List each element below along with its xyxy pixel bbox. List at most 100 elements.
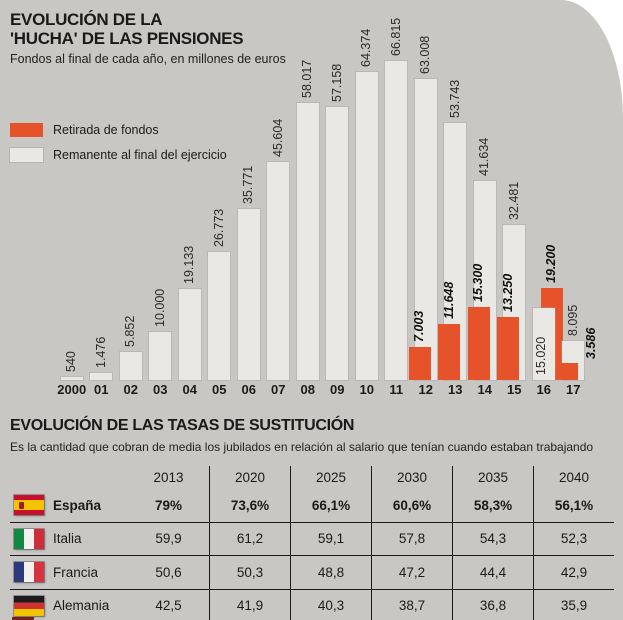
retirada-value-label-17: 3.586 [583, 327, 598, 359]
remanente-value-label-11: 66.815 [388, 17, 403, 56]
remanente-bar-12 [414, 79, 437, 380]
rate-cell: 52,3 [533, 522, 614, 555]
rate-cell: 42,5 [155, 598, 182, 614]
year-label-14: 14 [477, 382, 492, 397]
chart-subtitle: Fondos al final de cada año, en millones… [10, 52, 286, 66]
remanente-value-label-13: 53.743 [447, 79, 462, 118]
bar-group-17: 3.586 8.095 [556, 58, 598, 380]
retirada-color-swatch-icon [10, 122, 43, 137]
rate-cell: 58,3% [452, 489, 533, 522]
remanente-value-label-08: 58.017 [300, 59, 315, 98]
remanente-value-label-02: 5.852 [123, 315, 138, 347]
column-header-2040: 2040 [533, 466, 614, 489]
remanente-bar-2000 [60, 377, 83, 380]
rate-cell: 54,3 [452, 522, 533, 555]
year-label-07: 07 [271, 382, 286, 397]
chart-legend: Retirada de fondos Remanente al final de… [10, 117, 227, 167]
pension-fund-bar-chart: 540 1.476 5.852 10.000 19.133 26.773 35.771 45.… [57, 18, 598, 380]
rate-cell: 50,3 [209, 556, 290, 589]
year-label-16: 16 [536, 382, 551, 397]
bar-group-01: 1.476 [87, 58, 117, 380]
year-label-03: 03 [153, 382, 168, 397]
remanente-bar-11 [385, 61, 408, 380]
bar-group-04: 19.133 [175, 58, 205, 380]
rate-cell: 41,9 [209, 589, 290, 620]
table-row-fr: Francia 50,6 50,3 48,8 47,2 44,4 42,9 [10, 556, 614, 590]
year-label-02: 02 [123, 382, 138, 397]
rate-cell: 79% [154, 497, 183, 513]
rate-cell: 57,8 [371, 522, 452, 555]
bar-group-15: 13.250 32.481 [497, 58, 530, 380]
chart-title-line1: EVOLUCIÓN DE LA [10, 10, 163, 29]
country-name: España [53, 497, 102, 513]
retirada-value-label-13: 11.648 [441, 281, 456, 319]
rate-cell: 61,2 [209, 522, 290, 555]
column-header-2020: 2020 [209, 466, 290, 489]
bar-group-10: 64.374 [352, 29, 382, 380]
year-label-05: 05 [212, 382, 227, 397]
rate-cell: 60,6% [371, 489, 452, 522]
year-label-06: 06 [241, 382, 256, 397]
remanente-bar-05 [208, 252, 231, 380]
rate-cell: 56,1% [533, 489, 614, 522]
spain-emblem-icon [19, 502, 24, 510]
retirada-bar-12 [408, 347, 431, 380]
retirada-value-label-14: 15.300 [471, 263, 486, 302]
country-cell-fr: Francia [10, 556, 128, 589]
column-header-2030: 2030 [371, 466, 452, 489]
de-flag-icon [14, 595, 44, 616]
retirada-bar-17 [556, 363, 579, 380]
bar-group-06: 35.771 [234, 58, 264, 380]
retirada-bar-15 [497, 317, 520, 380]
legend-item-retirada: Retirada de fondos [10, 117, 227, 142]
country-cell-it: Italia [10, 523, 128, 556]
column-header-2035: 2035 [452, 466, 533, 489]
year-label-13: 13 [448, 382, 463, 397]
year-label-10: 10 [359, 382, 374, 397]
country-name: Francia [53, 564, 99, 580]
remanente-color-swatch-icon [10, 147, 43, 162]
year-label-04: 04 [182, 382, 197, 397]
country-name: Alemania [53, 598, 110, 614]
column-header-2025: 2025 [290, 466, 371, 489]
legend-label: Remanente al final del ejercicio [53, 147, 227, 162]
remanente-value-label-09: 57.158 [329, 63, 344, 102]
fr-flag-icon [14, 562, 44, 583]
remanente-bar-03 [149, 332, 172, 380]
chart-title-line2: 'HUCHA' DE LAS PENSIONES [10, 29, 244, 48]
rate-cell: 59,1 [290, 522, 371, 555]
year-label-11: 11 [389, 382, 404, 397]
legend-item-remanente: Remanente al final del ejercicio [10, 142, 227, 167]
remanente-bar-13 [444, 123, 467, 380]
remanente-value-label-16: 15.020 [534, 336, 549, 375]
rate-cell: 47,2 [371, 556, 452, 589]
remanente-bar-09 [326, 107, 349, 380]
legend-label: Retirada de fondos [53, 122, 159, 137]
year-label-08: 08 [300, 382, 315, 397]
bar-group-03: 10.000 [146, 58, 176, 380]
chart-title: EVOLUCIÓN DE LA 'HUCHA' DE LAS PENSIONES [10, 10, 244, 48]
remanente-value-label-07: 45.604 [270, 118, 285, 157]
table-row-es: España 79% 73,6% 66,1% 60,6% 58,3% 56,1% [10, 489, 614, 523]
table-title: EVOLUCIÓN DE LAS TASAS DE SUSTITUCIÓN [10, 417, 355, 434]
rate-cell: 42,9 [533, 556, 614, 589]
bar-group-02: 5.852 [116, 58, 146, 380]
bar-group-09: 57.158 [323, 58, 353, 380]
it-flag-icon [14, 528, 44, 549]
table-row-de: Alemania 42,5 41,9 40,3 38,7 36,8 35,9 [10, 589, 614, 620]
rate-cell: 48,8 [290, 556, 371, 589]
bar-group-05: 26.773 [205, 58, 235, 380]
year-label-17: 17 [566, 382, 581, 397]
country-cell-es: España [10, 489, 128, 522]
remanente-bar-16 [532, 308, 555, 380]
remanente-bar-10 [355, 72, 378, 380]
table-header-row: 2013 2020 2025 2030 2035 2040 [10, 466, 614, 489]
remanente-value-label-06: 35.771 [241, 165, 256, 204]
remanente-bar-02 [119, 352, 142, 380]
rate-cell: 36,8 [452, 589, 533, 620]
rate-cell: 44,4 [452, 556, 533, 589]
remanente-bar-07 [267, 162, 290, 380]
rate-cell: 38,7 [371, 589, 452, 620]
retirada-value-label-15: 13.250 [500, 273, 515, 312]
